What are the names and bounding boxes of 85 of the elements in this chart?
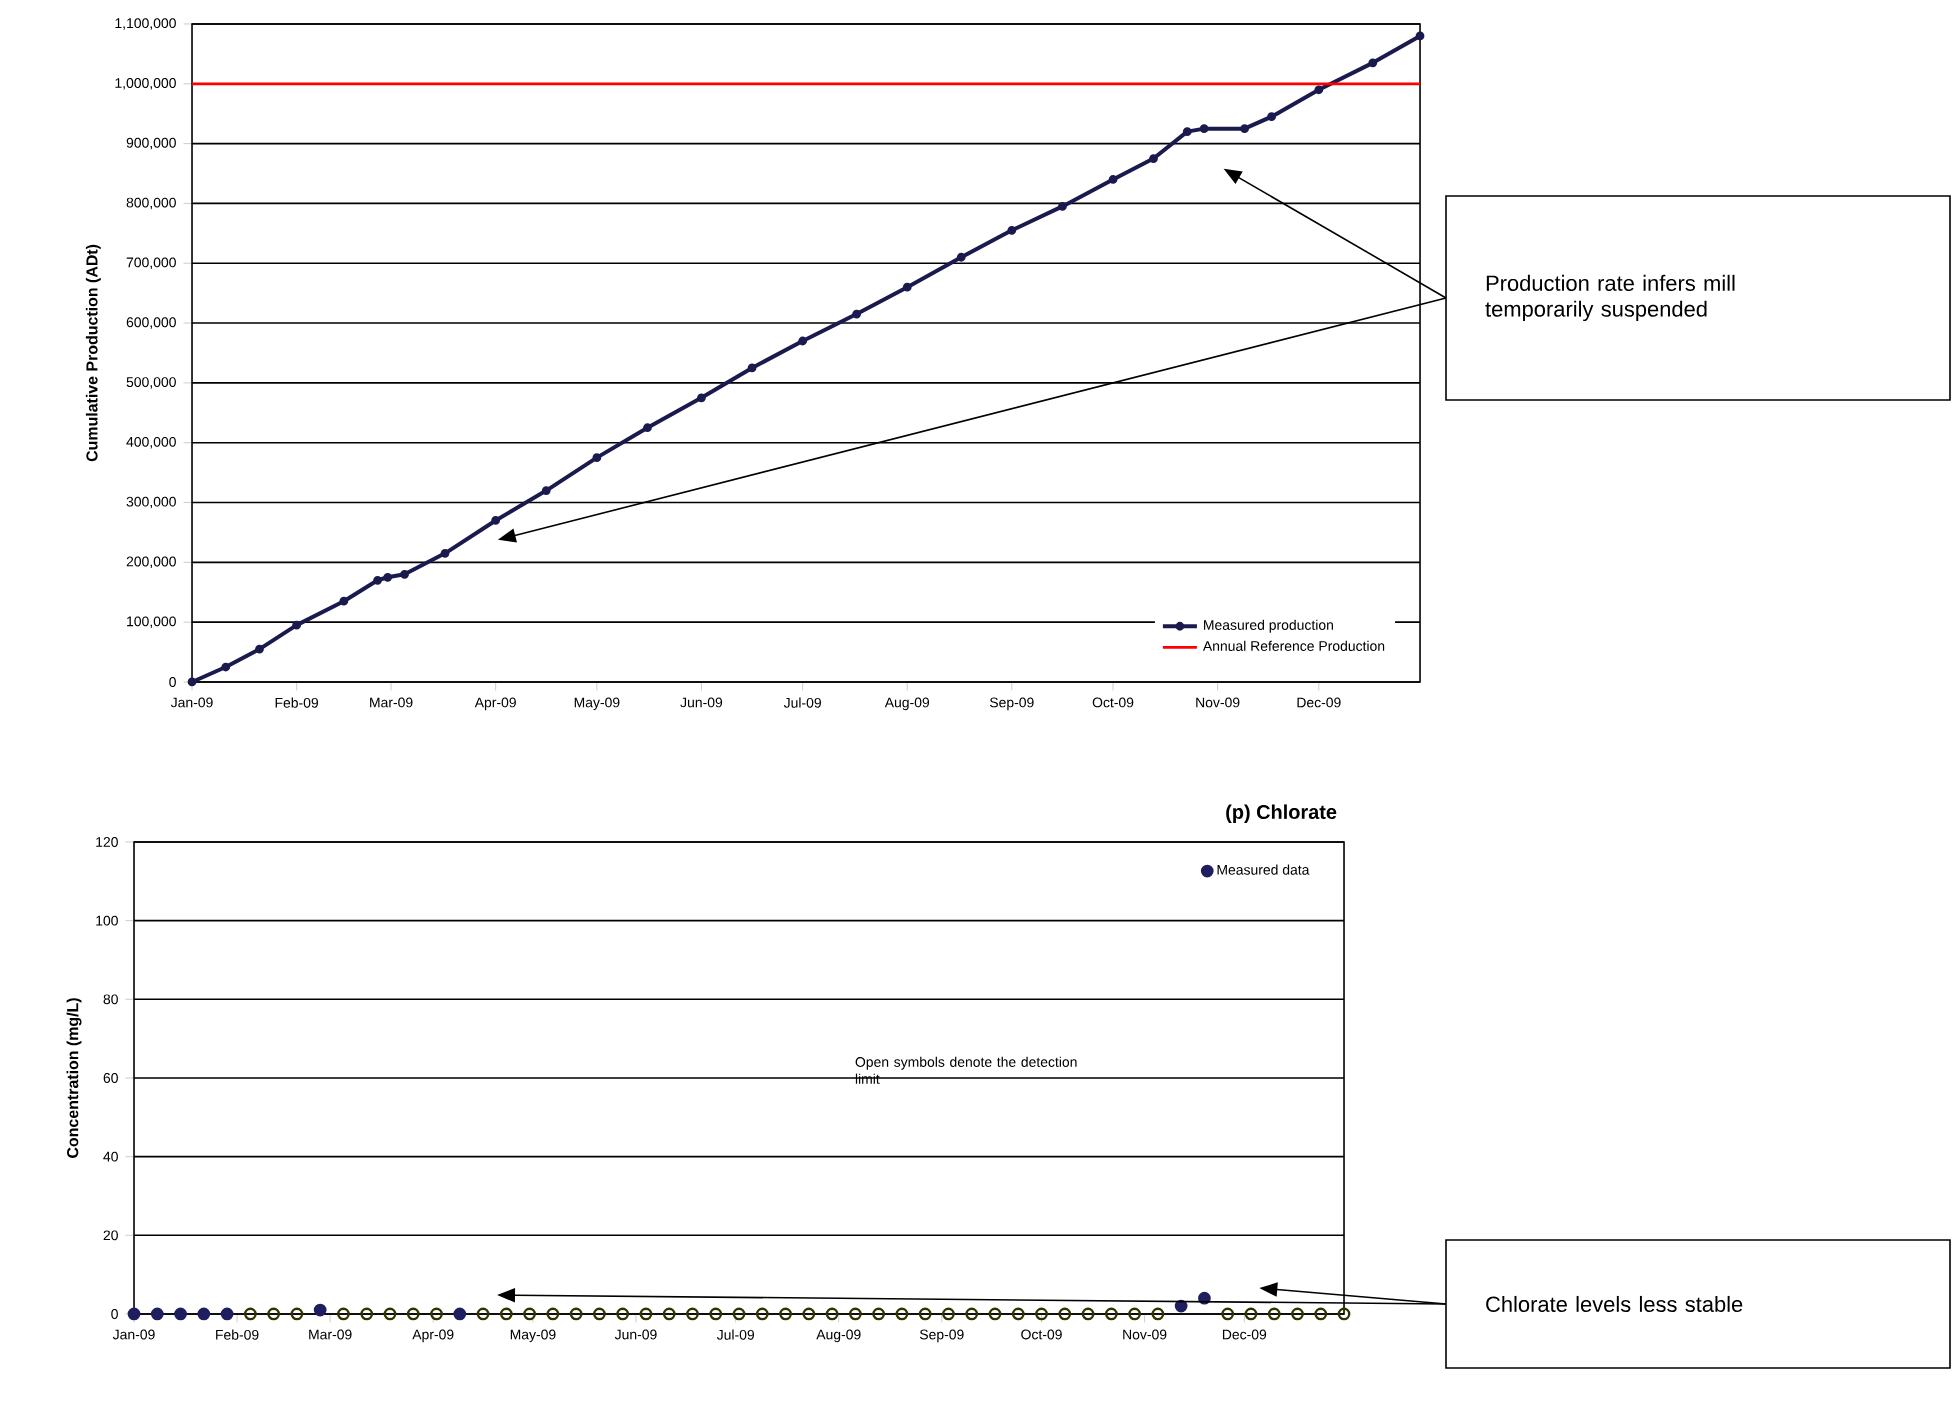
point bbox=[643, 423, 652, 433]
point bbox=[697, 393, 706, 403]
point bbox=[373, 575, 382, 585]
point bbox=[523, 1307, 536, 1321]
point bbox=[440, 548, 450, 558]
point bbox=[732, 1307, 746, 1321]
point bbox=[592, 453, 602, 463]
point bbox=[1199, 124, 1209, 134]
point bbox=[895, 1307, 909, 1321]
point bbox=[243, 1307, 257, 1321]
text: Chlorate levels less stable bbox=[1486, 1295, 1743, 1313]
point bbox=[430, 1307, 443, 1321]
point bbox=[197, 1307, 211, 1321]
point bbox=[290, 1307, 304, 1321]
point bbox=[1151, 1307, 1165, 1321]
point bbox=[1058, 1307, 1072, 1321]
point bbox=[255, 644, 264, 654]
point bbox=[127, 1307, 141, 1321]
point bbox=[1337, 1307, 1351, 1321]
chart-title: (p) Chlorate bbox=[1226, 804, 1337, 823]
point bbox=[400, 569, 409, 579]
point bbox=[499, 1307, 513, 1321]
point bbox=[1058, 202, 1067, 211]
point bbox=[1104, 1307, 1118, 1321]
point bbox=[1081, 1307, 1095, 1321]
point bbox=[476, 1307, 490, 1321]
point bbox=[1244, 1307, 1258, 1321]
point bbox=[956, 252, 966, 262]
point bbox=[779, 1307, 792, 1321]
point bbox=[267, 1307, 281, 1321]
point bbox=[360, 1307, 374, 1321]
point bbox=[1368, 58, 1378, 68]
point bbox=[825, 1307, 839, 1321]
text: Production rate infers mill temporarily suspended bbox=[1485, 274, 1735, 322]
point bbox=[339, 596, 349, 606]
point bbox=[1415, 31, 1425, 41]
point bbox=[383, 1307, 397, 1321]
point bbox=[1007, 225, 1017, 235]
point bbox=[150, 1307, 164, 1321]
point bbox=[1182, 127, 1192, 137]
point bbox=[383, 572, 393, 582]
point bbox=[1108, 175, 1118, 184]
point bbox=[1221, 1307, 1235, 1321]
point bbox=[1314, 1307, 1328, 1321]
point bbox=[686, 1307, 699, 1321]
point bbox=[593, 1307, 606, 1321]
point bbox=[406, 1307, 420, 1321]
point bbox=[221, 662, 231, 672]
point bbox=[1267, 1307, 1281, 1321]
point bbox=[1149, 154, 1158, 163]
point bbox=[220, 1307, 234, 1321]
point bbox=[639, 1307, 653, 1321]
point bbox=[541, 486, 551, 495]
point bbox=[1240, 124, 1249, 134]
point bbox=[1174, 1299, 1188, 1313]
point bbox=[292, 620, 301, 630]
point bbox=[848, 1307, 862, 1321]
point bbox=[1011, 1307, 1025, 1321]
point bbox=[1267, 112, 1276, 122]
point bbox=[662, 1307, 676, 1321]
point bbox=[616, 1307, 630, 1321]
point bbox=[569, 1307, 583, 1321]
point bbox=[1291, 1307, 1304, 1321]
point bbox=[965, 1307, 979, 1321]
point bbox=[491, 516, 501, 525]
point bbox=[337, 1307, 350, 1321]
point bbox=[1035, 1307, 1048, 1321]
point bbox=[988, 1307, 1002, 1321]
point bbox=[1128, 1307, 1141, 1321]
point bbox=[709, 1307, 723, 1321]
point bbox=[802, 1307, 816, 1321]
point bbox=[747, 363, 757, 373]
point bbox=[942, 1307, 955, 1321]
point bbox=[1314, 85, 1324, 95]
point bbox=[174, 1307, 187, 1321]
point bbox=[187, 677, 197, 687]
point bbox=[798, 336, 808, 346]
point bbox=[453, 1307, 467, 1321]
point bbox=[546, 1307, 560, 1321]
point bbox=[313, 1303, 327, 1317]
point bbox=[902, 282, 912, 292]
point bbox=[755, 1307, 769, 1321]
point bbox=[872, 1307, 886, 1321]
point bbox=[918, 1307, 932, 1321]
point bbox=[852, 309, 862, 319]
